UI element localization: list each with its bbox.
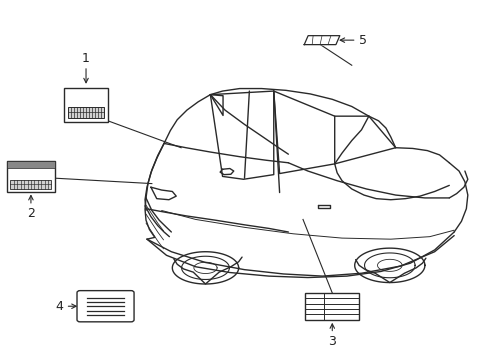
Text: 3: 3 (327, 335, 336, 348)
Text: 5: 5 (358, 33, 366, 47)
FancyBboxPatch shape (10, 180, 51, 189)
Text: 2: 2 (27, 207, 35, 220)
FancyBboxPatch shape (64, 87, 108, 122)
FancyBboxPatch shape (77, 291, 134, 322)
Polygon shape (304, 36, 339, 45)
FancyBboxPatch shape (68, 107, 104, 118)
FancyBboxPatch shape (305, 293, 358, 320)
FancyBboxPatch shape (6, 161, 55, 168)
FancyBboxPatch shape (6, 161, 55, 192)
Text: 4: 4 (55, 300, 63, 313)
Text: 1: 1 (82, 52, 90, 65)
